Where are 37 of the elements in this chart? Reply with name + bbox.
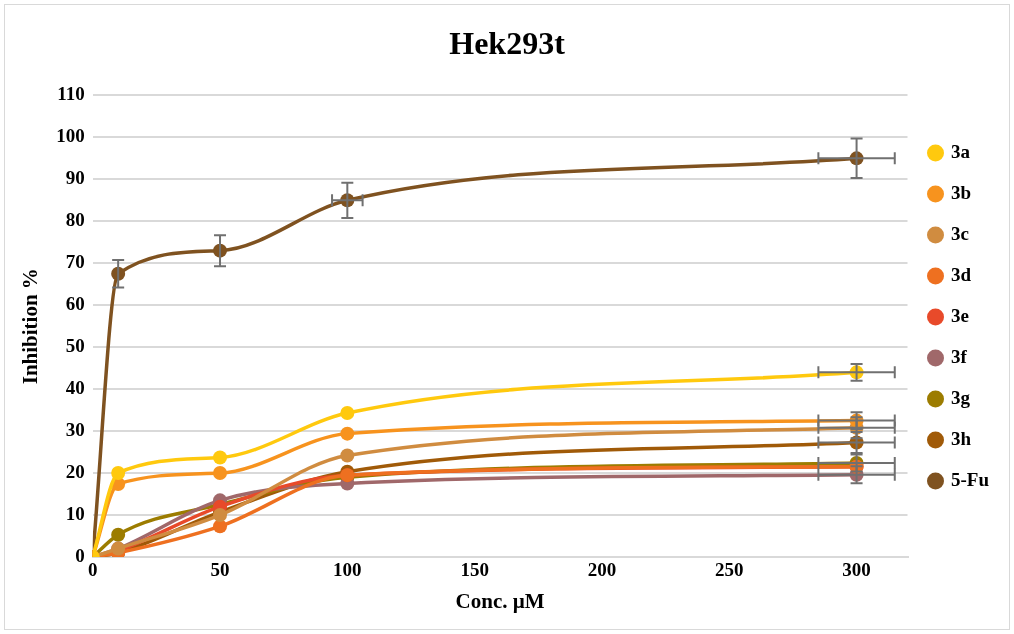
y-tick-label: 70 [65, 251, 85, 273]
x-tick-label: 200 [587, 559, 617, 581]
legend-label: 3c [951, 222, 969, 244]
point [213, 450, 228, 465]
point [111, 466, 126, 481]
y-tick-label: 30 [65, 419, 85, 441]
y-tick-label: 80 [65, 209, 85, 231]
legend-label: 3f [951, 345, 968, 367]
point [213, 466, 228, 481]
point [340, 406, 355, 421]
point [340, 426, 355, 441]
chart-title: Hek293t [449, 25, 566, 62]
y-tick-label: 10 [65, 502, 85, 524]
y-tick-label: 100 [56, 125, 85, 147]
legend-label: 3d [951, 263, 972, 285]
y-tick-label: 0 [75, 544, 85, 566]
y-tick-label: 50 [65, 335, 85, 357]
legend-label: 3b [951, 181, 972, 203]
y-axis-title: Inhibition % [18, 268, 43, 385]
y-tick-label: 40 [65, 377, 85, 399]
y-tick-label: 90 [65, 167, 85, 189]
legend-label: 3g [951, 386, 971, 408]
point [340, 448, 355, 463]
legend-label: 3h [951, 427, 972, 449]
y-tick-label: 20 [65, 460, 85, 482]
x-tick-label: 50 [210, 559, 230, 581]
x-tick-label: 250 [715, 559, 744, 581]
y-tick-label: 110 [57, 83, 85, 105]
x-tick-label: 150 [460, 559, 489, 581]
legend-label: 5-Fu [951, 468, 990, 490]
x-tick-label: 300 [842, 559, 871, 581]
y-tick-label: 60 [65, 293, 85, 315]
x-axis-title: Conc. µM [455, 588, 545, 613]
legend-label: 3a [951, 140, 971, 162]
x-tick-label: 100 [333, 559, 362, 581]
legend-label: 3e [951, 304, 969, 326]
point [111, 527, 126, 542]
